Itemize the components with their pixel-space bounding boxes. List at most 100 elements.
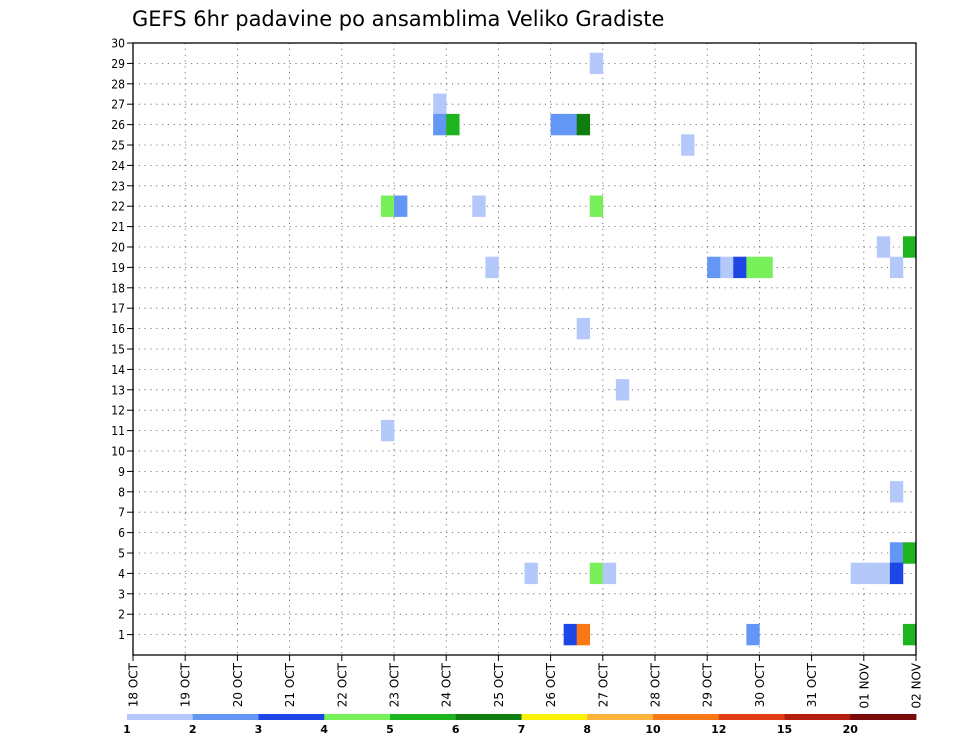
legend-swatch	[784, 714, 851, 720]
y-tick-label: 6	[118, 526, 125, 540]
precip-cell	[524, 562, 538, 585]
y-tick-label: 28	[111, 77, 125, 91]
legend-swatch	[718, 714, 785, 720]
precip-cell	[902, 542, 917, 564]
legend-label: 1	[123, 723, 131, 736]
legend-swatch	[390, 714, 457, 720]
precip-cell	[615, 379, 630, 401]
precip-cell	[720, 256, 734, 279]
x-tick-label: 21 OCT	[283, 662, 297, 707]
legend-label: 3	[255, 723, 263, 736]
precip-cell	[902, 236, 917, 258]
x-tick-label: 28 OCT	[649, 662, 663, 707]
legend-label: 7	[518, 723, 526, 736]
precip-cell	[576, 623, 591, 646]
precip-cell	[589, 195, 604, 217]
precip-cell	[563, 113, 577, 136]
precip-cell	[889, 256, 904, 279]
y-tick-label: 20	[111, 241, 125, 255]
precip-cell	[889, 542, 904, 564]
x-tick-label: 02 NOV	[910, 662, 924, 708]
precip-cell	[433, 93, 447, 115]
x-tick-label: 29 OCT	[701, 662, 715, 707]
x-tick-label: 25 OCT	[492, 662, 506, 707]
x-tick-label: 18 OCT	[127, 662, 141, 707]
y-tick-label: 24	[111, 159, 125, 173]
y-tick-label: 11	[111, 424, 125, 438]
precip-cell	[576, 113, 591, 136]
y-tick-label: 14	[111, 363, 125, 377]
legend-label: 4	[320, 723, 328, 736]
y-tick-label: 5	[118, 547, 125, 561]
y-tick-label: 18	[111, 281, 125, 295]
precip-cell	[902, 623, 917, 646]
y-tick-label: 23	[111, 179, 125, 193]
y-tick-label: 17	[111, 302, 125, 316]
y-tick-label: 26	[111, 118, 125, 132]
legend-label: 12	[711, 723, 726, 736]
y-tick-label: 12	[111, 404, 125, 418]
precip-cell	[876, 236, 891, 258]
precip-cell	[889, 481, 904, 503]
precip-cell	[733, 256, 747, 279]
y-tick-label: 25	[111, 139, 125, 153]
precip-cell	[746, 623, 760, 646]
precip-cell	[589, 52, 604, 75]
y-tick-label: 2	[118, 608, 125, 622]
precip-cell	[876, 562, 891, 585]
y-tick-label: 27	[111, 98, 125, 112]
x-tick-label: 19 OCT	[179, 662, 193, 707]
precip-cell	[446, 113, 460, 136]
y-tick-label: 13	[111, 383, 125, 397]
y-tick-label: 19	[111, 261, 125, 275]
legend-swatch	[324, 714, 391, 720]
legend-swatch	[653, 714, 720, 720]
legend-label: 8	[583, 723, 591, 736]
precip-cell	[602, 562, 617, 585]
legend-swatch	[192, 714, 259, 720]
precip-cell	[850, 562, 865, 585]
y-tick-label: 1	[118, 628, 125, 642]
legend-swatch	[850, 714, 917, 720]
x-tick-label: 24 OCT	[440, 662, 454, 707]
y-tick-label: 8	[118, 485, 125, 499]
chart-title: GEFS 6hr padavine po ansamblima Veliko G…	[132, 7, 664, 31]
legend-swatch	[587, 714, 654, 720]
y-tick-label: 3	[118, 587, 125, 601]
legend-swatch	[521, 714, 588, 720]
legend-label: 20	[843, 723, 859, 736]
precip-cell	[485, 256, 499, 279]
precip-cell	[550, 113, 564, 136]
y-tick-label: 15	[111, 343, 125, 357]
x-axis: 18 OCT 19 OCT 20 OCT 21 OCT 22 OCT 23 OCT 24 O…	[127, 655, 924, 709]
y-tick-label: 4	[118, 567, 125, 581]
x-tick-label: 30 OCT	[753, 662, 767, 707]
legend-label: 15	[777, 723, 792, 736]
precip-cell	[589, 562, 604, 585]
precip-cell	[563, 623, 577, 646]
legend-swatch	[127, 714, 194, 720]
precip-cell	[380, 195, 395, 217]
precip-cell	[576, 317, 591, 340]
precip-cell	[707, 256, 721, 279]
y-tick-label: 9	[118, 465, 125, 479]
x-tick-label: 22 OCT	[335, 662, 349, 707]
legend: 1 2 3 4 5 6 7 8 10 12 15 20	[123, 714, 917, 736]
x-tick-label: 31 OCT	[805, 662, 819, 707]
precip-cell	[759, 256, 773, 279]
y-tick-label: 29	[111, 57, 125, 71]
legend-label: 2	[189, 723, 197, 736]
precip-cells	[380, 52, 917, 646]
y-tick-label: 16	[111, 322, 125, 336]
y-axis: 1234567891011121314151617181920212223242…	[111, 37, 133, 642]
legend-swatch	[258, 714, 325, 720]
y-tick-label: 10	[111, 445, 125, 459]
x-tick-label: 20 OCT	[231, 662, 245, 707]
precip-cell	[472, 195, 486, 217]
legend-label: 5	[386, 723, 394, 736]
x-tick-label: 26 OCT	[544, 662, 558, 707]
y-tick-label: 22	[111, 200, 125, 214]
x-tick-label: 01 NOV	[857, 662, 871, 708]
legend-label: 10	[645, 723, 661, 736]
